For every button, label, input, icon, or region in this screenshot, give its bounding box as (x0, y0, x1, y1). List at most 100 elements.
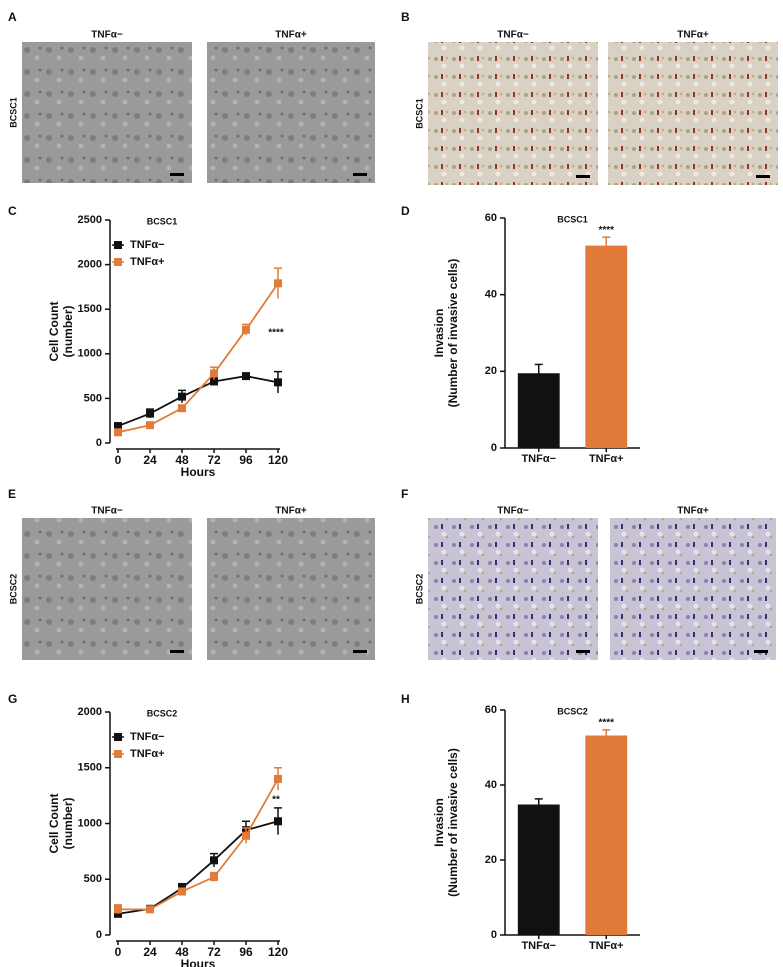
marker (274, 817, 282, 826)
y-axis-label: (Number of invasive cells) (446, 748, 460, 897)
y-tick-label: 2000 (78, 706, 102, 718)
panel-letter: D (401, 204, 410, 218)
y-tick-label: 500 (84, 873, 102, 885)
x-tick-label: 72 (207, 945, 221, 959)
y-tick-label: 40 (485, 779, 497, 791)
marker (210, 377, 218, 386)
scale-bar (576, 175, 590, 178)
marker (178, 404, 186, 413)
x-tick-label: 48 (175, 945, 189, 959)
image-title: TNFα− (91, 506, 123, 517)
scale-bar (576, 650, 590, 653)
marker (274, 279, 282, 288)
image-title: TNFα− (497, 506, 529, 517)
row-label: BCSC1 (414, 98, 424, 129)
chart-title: BCSC2 (147, 708, 178, 718)
annotation: **** (598, 718, 614, 729)
marker (242, 831, 250, 840)
legend-label: TNFα− (130, 731, 165, 743)
x-tick-label: 24 (143, 945, 157, 959)
x-tick-label: TNFα+ (589, 453, 624, 465)
x-tick-label: 0 (115, 945, 122, 959)
y-tick-label: 40 (485, 289, 497, 301)
micrograph (428, 518, 598, 660)
series-line (117, 375, 279, 427)
y-tick-label: 0 (96, 929, 102, 941)
annotation: **** (268, 327, 284, 338)
x-tick-label: 120 (268, 453, 288, 467)
x-tick-label: 96 (239, 453, 253, 467)
panel-letter: E (8, 487, 16, 501)
y-axis-label: (number) (61, 798, 75, 850)
panel-letter: H (401, 692, 410, 706)
y-axis-label: (number) (61, 306, 75, 358)
x-axis-label: Hours (181, 957, 216, 967)
x-tick-label: TNFα+ (589, 940, 624, 952)
marker (146, 905, 154, 914)
series-line (117, 282, 279, 434)
x-tick-label: 96 (239, 945, 253, 959)
y-tick-label: 20 (485, 854, 497, 866)
marker (242, 372, 250, 381)
marker (114, 422, 122, 431)
y-tick-label: 0 (491, 442, 497, 454)
micrograph (608, 42, 778, 185)
y-axis-label: Invasion (432, 309, 446, 358)
marker (210, 873, 218, 882)
row-label: BCSC2 (414, 574, 424, 605)
y-tick-label: 2000 (78, 259, 102, 271)
chart-title: BCSC1 (557, 214, 588, 224)
marker (114, 905, 122, 914)
y-tick-label: 60 (485, 704, 497, 716)
y-tick-label: 0 (96, 437, 102, 449)
bar (585, 245, 628, 448)
legend-marker (114, 258, 122, 266)
image-title: TNFα+ (275, 506, 307, 517)
image-title: TNFα− (497, 30, 529, 41)
legend-label: TNFα+ (130, 748, 165, 760)
micrograph (207, 42, 375, 183)
y-axis-label: Cell Count (47, 794, 61, 854)
series-line (118, 778, 279, 911)
chart-title: BCSC2 (557, 706, 588, 716)
micrograph (22, 42, 192, 183)
y-tick-label: 60 (485, 212, 497, 224)
bar (517, 373, 560, 448)
legend-marker (114, 750, 122, 758)
bar (585, 735, 628, 935)
annotation: ** (272, 795, 280, 806)
image-title: TNFα+ (677, 30, 709, 41)
legend-label: TNFα+ (130, 256, 165, 268)
micrograph (22, 518, 192, 660)
y-tick-label: 500 (84, 392, 102, 404)
x-tick-label: 0 (115, 453, 122, 467)
panel-letter: G (8, 692, 17, 706)
y-tick-label: 1000 (78, 817, 102, 829)
legend-label: TNFα− (130, 239, 165, 251)
x-tick-label: TNFα− (521, 453, 556, 465)
x-tick-label: 72 (207, 453, 221, 467)
image-title: TNFα− (91, 30, 123, 41)
scale-bar (353, 650, 367, 653)
marker (274, 774, 282, 783)
x-tick-label: TNFα− (521, 940, 556, 952)
y-axis-label: (Number of invasive cells) (446, 259, 460, 408)
marker (146, 421, 154, 430)
row-label: BCSC2 (8, 574, 18, 605)
y-tick-label: 2500 (78, 214, 102, 226)
marker (242, 325, 250, 334)
bar (517, 804, 560, 935)
marker (178, 887, 186, 896)
panel-letter: B (401, 10, 410, 24)
legend-marker (114, 733, 122, 741)
micrograph (428, 42, 598, 185)
scale-bar (754, 650, 768, 653)
marker (210, 369, 218, 378)
x-tick-label: 120 (268, 945, 288, 959)
scale-bar (353, 173, 367, 176)
scale-bar (170, 173, 184, 176)
marker (114, 428, 122, 437)
panel-letter: A (8, 10, 17, 24)
panel-letter: F (401, 487, 408, 501)
